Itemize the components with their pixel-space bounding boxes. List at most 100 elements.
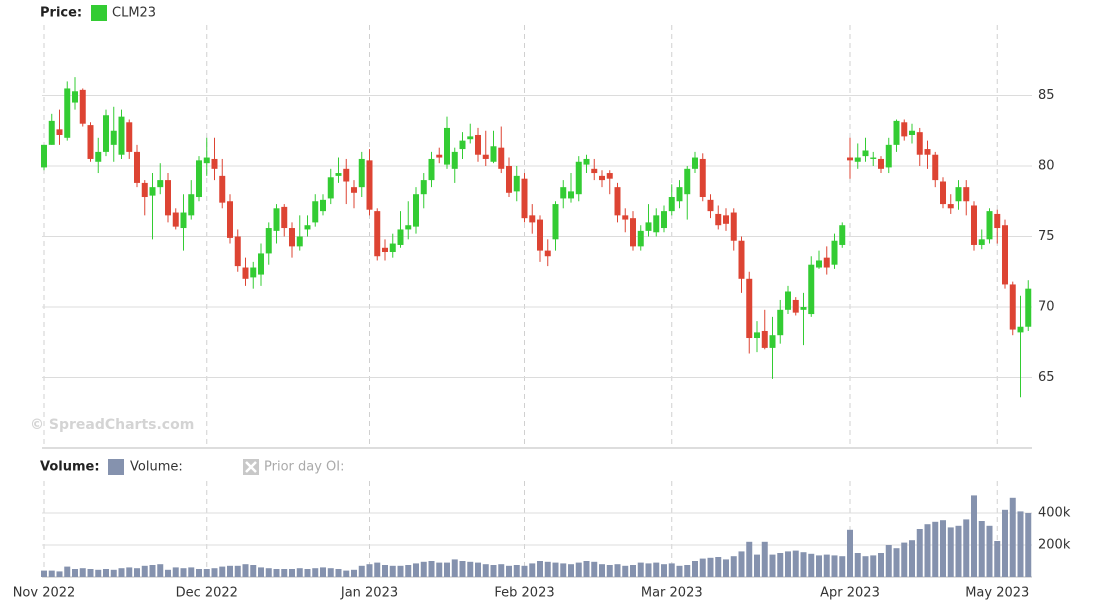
x-tick-label: Mar 2023	[641, 586, 703, 601]
volume-bar	[715, 557, 722, 577]
candle-body	[614, 187, 621, 216]
legend-entry[interactable]: CLM23	[112, 6, 156, 21]
y-tick-label: 65	[1038, 370, 1055, 385]
volume-bar	[552, 562, 559, 577]
candle-body	[134, 151, 140, 183]
candle-body	[405, 225, 412, 230]
volume-bar	[1002, 509, 1008, 577]
candle-body	[141, 182, 148, 198]
volume-bar	[273, 569, 280, 577]
inactive-checkbox[interactable]	[243, 459, 259, 475]
volume-bar	[529, 563, 536, 577]
candle-body	[1017, 326, 1024, 333]
volume-bar	[498, 564, 505, 577]
volume-bar	[180, 568, 187, 577]
candle-body	[451, 151, 458, 169]
candle-body	[916, 132, 923, 155]
candle-body	[428, 158, 435, 181]
candle-body	[281, 206, 288, 229]
candle-body	[1002, 225, 1008, 285]
volume-bar	[41, 570, 47, 577]
volume-bar	[343, 570, 350, 577]
candle-body	[560, 187, 567, 199]
candle-body	[754, 332, 760, 339]
volume-bar	[568, 564, 574, 577]
volume-bar	[754, 554, 760, 577]
volume-bar	[172, 567, 179, 577]
candle-body	[95, 151, 102, 162]
volume-bar	[358, 565, 365, 577]
candle-body	[366, 160, 373, 210]
volume-bar	[986, 525, 993, 577]
volume-bar	[475, 562, 481, 577]
volume-bar	[692, 561, 698, 577]
volume-bar	[583, 561, 590, 577]
candle-body	[506, 166, 512, 193]
volume-bar	[971, 495, 977, 577]
candle-body	[296, 236, 303, 247]
candle-body	[335, 173, 342, 176]
volume-bar	[87, 569, 94, 577]
candle-body	[552, 204, 559, 240]
volume-bar	[134, 568, 140, 577]
volume-bar	[436, 562, 443, 577]
volume-bar	[405, 565, 412, 577]
candle-body	[947, 204, 954, 209]
volume-bar	[382, 565, 388, 577]
volume-bar	[916, 529, 923, 577]
candle-body	[389, 243, 396, 253]
candle-body	[211, 158, 218, 169]
candle-body	[544, 250, 551, 257]
volume-bar	[955, 525, 962, 577]
volume-bar	[304, 569, 311, 577]
volume-bar	[265, 568, 272, 577]
candle-body	[940, 181, 946, 205]
candle-body	[730, 212, 737, 241]
volume-bar	[289, 569, 295, 577]
volume-bar	[909, 540, 915, 577]
candle-body	[436, 154, 443, 158]
volume-bar	[79, 568, 86, 577]
volume-bar	[327, 568, 334, 577]
candle-body	[103, 115, 109, 152]
volume-bar	[684, 565, 691, 577]
candle-body	[258, 253, 264, 275]
y-tick-label: 80	[1038, 159, 1055, 174]
volume-bar	[800, 552, 807, 577]
volume-bar	[320, 567, 326, 577]
candle-body	[606, 173, 613, 179]
y-tick-label: 400k	[1038, 506, 1071, 521]
candle-body	[645, 222, 652, 231]
volume-bar	[141, 565, 148, 577]
volume-bar	[234, 565, 241, 577]
volume-bar	[622, 565, 629, 577]
volume-bar	[451, 559, 458, 577]
volume-bar	[847, 529, 853, 577]
volume-bar	[482, 564, 489, 577]
candle-body	[699, 158, 706, 198]
volume-bar	[808, 553, 815, 577]
candle-body	[250, 267, 257, 278]
volume-bar	[785, 551, 791, 577]
legend-entry-inactive[interactable]: Prior day OI:	[264, 460, 345, 475]
volume-bar	[699, 558, 706, 577]
volume-bar	[366, 564, 373, 577]
candle-body	[831, 240, 838, 265]
candle-body	[870, 157, 877, 159]
candle-body	[397, 229, 404, 245]
candle-body	[878, 158, 884, 169]
volume-bar	[56, 571, 63, 577]
volume-bar	[397, 565, 404, 577]
legend-entry[interactable]: Volume:	[130, 460, 183, 475]
candle-body	[591, 168, 598, 174]
candle-body	[64, 88, 71, 138]
volume-bar	[467, 561, 474, 577]
candle-body	[420, 180, 427, 195]
volume-bar	[676, 565, 683, 577]
volume-bar	[560, 563, 567, 577]
volume-bar	[823, 554, 830, 577]
candle-body	[87, 125, 94, 159]
candle-body	[839, 225, 846, 245]
price-legend-title: Price:	[40, 6, 82, 21]
candle-body	[118, 116, 125, 155]
